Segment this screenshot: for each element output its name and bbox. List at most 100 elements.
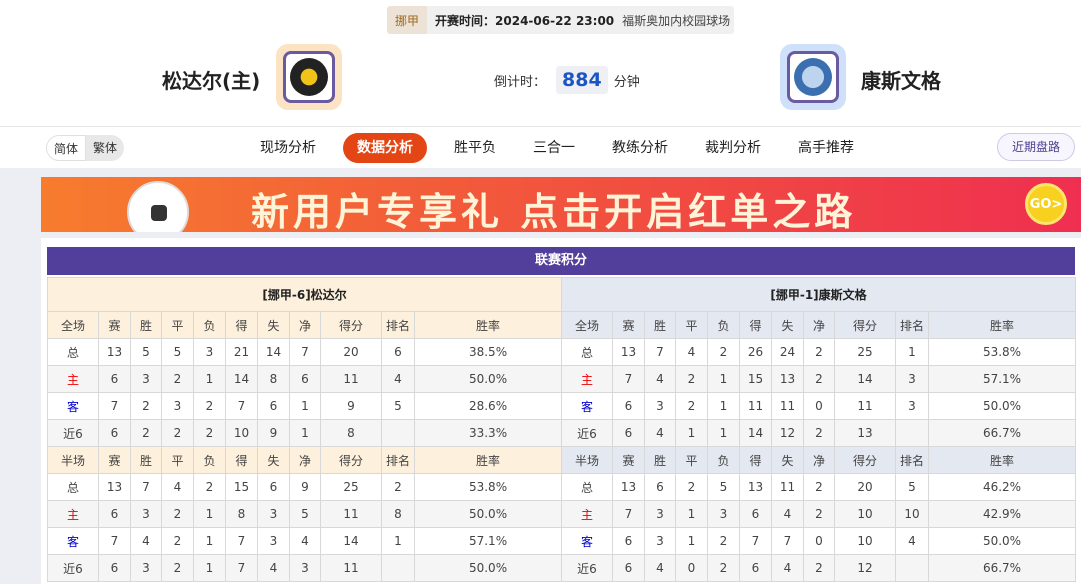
lang-traditional[interactable]: 繁体 <box>93 141 118 155</box>
column-header: 得 <box>739 446 772 474</box>
home-team-name[interactable]: 松达尔(主) <box>162 69 261 93</box>
tab-3[interactable]: 三合一 <box>533 140 575 156</box>
table-cell: 11 <box>834 392 896 420</box>
column-header: 得 <box>739 311 772 339</box>
column-header: 全场 <box>47 311 99 339</box>
column-header: 胜率 <box>413 446 563 474</box>
nav-bar: 简体 繁体 现场分析 数据分析 胜平负 三合一 教练分析 裁判分析 高手推荐 近期盘路 <box>0 126 1081 168</box>
column-header: 平 <box>161 311 194 339</box>
table-cell: 5 <box>707 473 740 501</box>
lang-simplified[interactable]: 简体 <box>46 135 87 161</box>
table-cell: 33.3% <box>413 419 563 447</box>
table-cell <box>381 419 415 447</box>
table-cell: 7 <box>130 473 162 501</box>
go-button[interactable]: GO> <box>1025 183 1067 225</box>
table-cell: 2 <box>803 338 835 366</box>
table-cell: 53.8% <box>413 473 563 501</box>
table-cell: 6 <box>98 419 131 447</box>
tab-0[interactable]: 现场分析 <box>260 140 316 156</box>
table-cell: 4 <box>771 500 804 528</box>
table-cell: 38.5% <box>413 338 563 366</box>
table-cell: 6 <box>289 365 321 393</box>
table-cell: 66.7% <box>927 419 1077 447</box>
table-cell: 3 <box>257 500 290 528</box>
language-toggle[interactable]: 简体 繁体 <box>46 135 125 161</box>
column-header: 负 <box>707 446 740 474</box>
table-cell: 7 <box>225 527 258 555</box>
home-team-logo[interactable] <box>276 44 342 110</box>
table-cell: 3 <box>193 338 226 366</box>
column-header: 负 <box>707 311 740 339</box>
table-cell: 5 <box>161 338 194 366</box>
table-cell: 57.1% <box>413 527 563 555</box>
team-header: [挪甲-6]松达尔 <box>46 277 563 312</box>
table-cell: 46.2% <box>927 473 1077 501</box>
table-cell: 4 <box>895 527 929 555</box>
table-cell: 1 <box>289 419 321 447</box>
table-row: 主 6 3 2 1 14 8 6 11 4 50.0% <box>47 365 563 393</box>
team-header: [挪甲-1]康斯文格 <box>560 277 1077 312</box>
table-row: 客 6 3 2 1 11 11 0 11 3 50.0% <box>561 392 1077 420</box>
table-row: 主 7 4 2 1 15 13 2 14 3 57.1% <box>561 365 1077 393</box>
table-cell: 13 <box>612 473 645 501</box>
table-cell: 6 <box>381 338 415 366</box>
tab-4[interactable]: 教练分析 <box>612 140 668 156</box>
table-cell: 6 <box>98 554 131 582</box>
table-cell: 总 <box>561 338 613 366</box>
table-cell: 6 <box>98 500 131 528</box>
table-row: 客 7 4 2 1 7 3 4 14 1 57.1% <box>47 527 563 555</box>
table-cell: 3 <box>257 527 290 555</box>
away-team-name[interactable]: 康斯文格 <box>861 69 941 93</box>
column-header: 半场 <box>47 446 99 474</box>
table-row: 总 13 5 5 3 21 14 7 20 6 38.5% <box>47 338 563 366</box>
table-row: 主 6 3 2 1 8 3 5 11 8 50.0% <box>47 500 563 528</box>
table-cell: 11 <box>771 392 804 420</box>
table-cell: 11 <box>739 392 772 420</box>
away-team-logo[interactable] <box>780 44 846 110</box>
table-cell: 42.9% <box>927 500 1077 528</box>
table-cell: 6 <box>739 500 772 528</box>
table-cell: 1 <box>289 392 321 420</box>
tab-2[interactable]: 胜平负 <box>454 140 496 156</box>
column-header: 胜率 <box>413 311 563 339</box>
table-cell: 10 <box>834 500 896 528</box>
league-label[interactable]: 挪甲 <box>387 6 428 34</box>
table-cell: 57.1% <box>927 365 1077 393</box>
table-cell: 1 <box>707 419 740 447</box>
tab-6[interactable]: 高手推荐 <box>798 140 854 156</box>
table-cell: 5 <box>289 500 321 528</box>
table-cell: 28.6% <box>413 392 563 420</box>
table-cell: 7 <box>612 365 645 393</box>
table-cell: 15 <box>225 473 258 501</box>
table-cell: 近6 <box>47 554 99 582</box>
table-cell: 20 <box>834 473 896 501</box>
table-cell: 20 <box>320 338 382 366</box>
table-cell: 近6 <box>561 419 613 447</box>
venue: 福斯奥加内校园球场 <box>622 13 731 28</box>
table-cell: 13 <box>98 473 131 501</box>
table-cell: 25 <box>834 338 896 366</box>
soccer-ball-icon <box>127 181 189 232</box>
table-cell: 3 <box>895 365 929 393</box>
table-cell: 10 <box>834 527 896 555</box>
promo-banner[interactable]: 新用户专享礼 点击开启红单之路 GO> <box>41 177 1081 232</box>
column-header: 净 <box>803 311 835 339</box>
table-cell: 4 <box>161 473 194 501</box>
table-cell: 4 <box>381 365 415 393</box>
tab-1[interactable]: 数据分析 <box>343 133 427 163</box>
table-cell: 7 <box>739 527 772 555</box>
table-cell: 50.0% <box>927 392 1077 420</box>
table-cell: 主 <box>561 500 613 528</box>
table-cell: 26 <box>739 338 772 366</box>
table-cell: 客 <box>47 527 99 555</box>
recent-handicap-button[interactable]: 近期盘路 <box>996 133 1075 161</box>
table-cell: 8 <box>381 500 415 528</box>
table-cell: 0 <box>803 527 835 555</box>
column-header: 得 <box>225 311 258 339</box>
table-cell: 1 <box>675 419 708 447</box>
tab-5[interactable]: 裁判分析 <box>705 140 761 156</box>
banner-text: 新用户专享礼 点击开启红单之路 <box>251 190 857 232</box>
countdown-value: 884 <box>556 66 608 94</box>
table-cell: 13 <box>834 419 896 447</box>
table-cell: 13 <box>612 338 645 366</box>
